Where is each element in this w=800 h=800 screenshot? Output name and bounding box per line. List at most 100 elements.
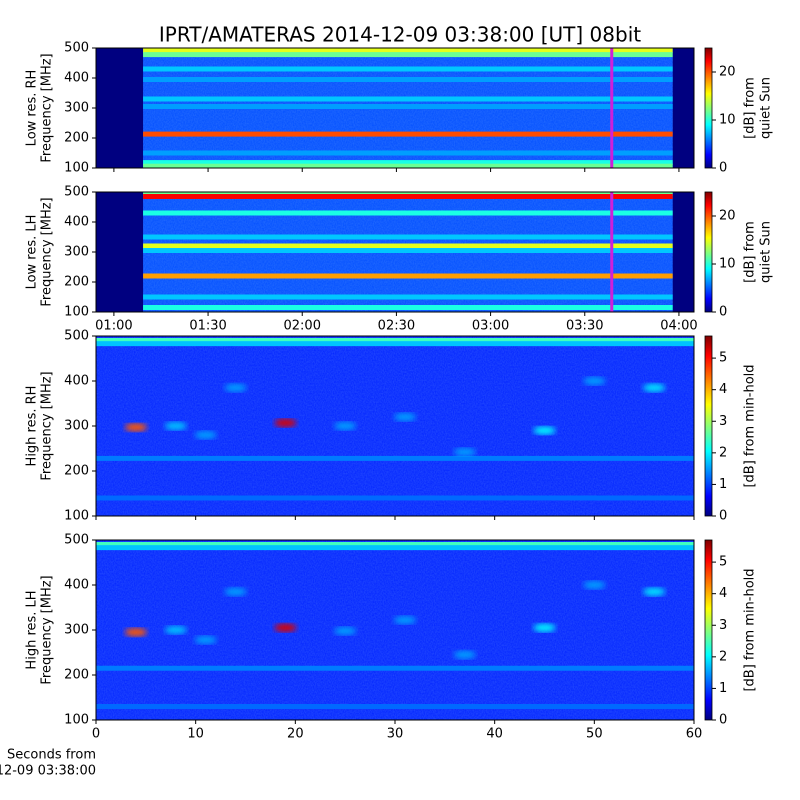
colorbar-tick-label: 5 (719, 351, 727, 366)
emission-band (96, 542, 694, 547)
emission-band (143, 150, 673, 156)
emission-band (143, 234, 673, 240)
y-tick-label: 500 (64, 533, 89, 548)
y-axis-label: High res. RH (25, 386, 40, 467)
y-tick-label: 300 (64, 245, 89, 260)
colorbar-tick-label: 0 (719, 509, 727, 524)
colorbar-tick-label: 4 (719, 586, 727, 601)
x-tick-label: 0 (92, 727, 100, 742)
burst (643, 587, 666, 596)
y-tick-label: 200 (64, 668, 89, 683)
emission-band (143, 131, 673, 137)
y-tick-label: 200 (64, 275, 89, 290)
figure-title: IPRT/AMATERAS 2014-12-09 03:38:00 [UT] 0… (159, 23, 641, 47)
y-tick-label: 100 (64, 713, 89, 728)
emission-band (143, 66, 673, 72)
burst (643, 383, 666, 392)
noise-texture (96, 336, 694, 516)
colorbar-tick-label: 10 (719, 113, 736, 128)
y-tick-label: 300 (64, 419, 89, 434)
y-axis-label: Low res. LH (25, 215, 40, 290)
emission-band (143, 104, 673, 109)
colorbar-tick-label: 20 (719, 65, 736, 80)
burst (533, 426, 556, 435)
burst (224, 383, 247, 392)
x-tick-label: 40 (486, 727, 503, 742)
plot-area (96, 336, 694, 516)
burst (533, 623, 556, 632)
emission-band (96, 338, 694, 343)
x-tick-label: 50 (586, 727, 603, 742)
x-tick-label: 30 (387, 727, 404, 742)
burst (124, 423, 147, 432)
noise-texture (96, 540, 694, 720)
x-tick-label: 20 (287, 727, 304, 742)
time-marker (610, 48, 614, 168)
y-tick-label: 400 (64, 215, 89, 230)
colorbar-tick-label: 2 (719, 445, 727, 460)
colorbar (704, 47, 713, 169)
colorbar-tick-label: 1 (719, 681, 727, 696)
colorbar-tick-label: 0 (719, 161, 727, 176)
x-tick-label: 03:30 (566, 319, 603, 334)
emission-band (143, 243, 673, 249)
colorbar-tick-label: 1 (719, 477, 727, 492)
burst (194, 635, 217, 644)
time-marker (610, 192, 614, 312)
emission-band (96, 495, 694, 501)
y-tick-label: 500 (64, 41, 89, 56)
colorbar (704, 335, 713, 517)
y-axis-label: Low res. RH (25, 70, 40, 147)
colorbar-tick-label: 3 (719, 618, 727, 633)
emission-band (143, 248, 673, 253)
y-axis-label: High res. LH (25, 590, 40, 669)
colorbar-label: quiet Sun (759, 77, 774, 139)
y-tick-label: 500 (64, 185, 89, 200)
colorbar-tick-label: 5 (719, 555, 727, 570)
emission-band (143, 273, 673, 279)
colorbar-label: [dB] from (743, 221, 758, 283)
y-axis-label: Frequency [MHz] (40, 371, 55, 480)
burst (453, 448, 476, 457)
burst (393, 616, 416, 625)
x-tick-label: 04:00 (660, 319, 697, 334)
burst (224, 587, 247, 596)
emission-band (96, 665, 694, 671)
colorbar-label: [dB] from min-hold (743, 364, 758, 487)
x-tick-label: 02:30 (378, 319, 415, 334)
plot-area (96, 192, 694, 312)
emission-band (143, 160, 673, 166)
emission-band (143, 96, 673, 102)
plot-area (96, 540, 694, 720)
emission-band (143, 194, 673, 199)
colorbar-label: quiet Sun (759, 221, 774, 283)
colorbar-tick-label: 0 (719, 305, 727, 320)
plot-area (96, 48, 694, 168)
x-tick-label: 01:00 (95, 319, 132, 334)
y-tick-label: 100 (64, 305, 89, 320)
emission-band (143, 52, 673, 58)
colorbar (704, 539, 713, 721)
colorbar-label: [dB] from (743, 77, 758, 139)
burst (583, 377, 606, 385)
burst (453, 650, 476, 659)
colorbar-tick-label: 10 (719, 257, 736, 272)
y-tick-label: 400 (64, 578, 89, 593)
burst (393, 413, 416, 421)
burst (194, 431, 217, 439)
y-axis-label: Frequency [MHz] (40, 197, 55, 306)
y-tick-label: 200 (64, 464, 89, 479)
y-tick-label: 400 (64, 374, 89, 389)
colorbar-label: [dB] from min-hold (743, 568, 758, 691)
burst (334, 422, 357, 430)
y-tick-label: 200 (64, 131, 89, 146)
burst (274, 418, 297, 427)
x-tick-label: 03:00 (472, 319, 509, 334)
y-tick-label: 400 (64, 71, 89, 86)
emission-band (143, 48, 673, 53)
emission-band (143, 163, 673, 168)
emission-band (143, 210, 673, 216)
emission-band (96, 704, 694, 709)
x-tick-label: 10 (187, 727, 204, 742)
